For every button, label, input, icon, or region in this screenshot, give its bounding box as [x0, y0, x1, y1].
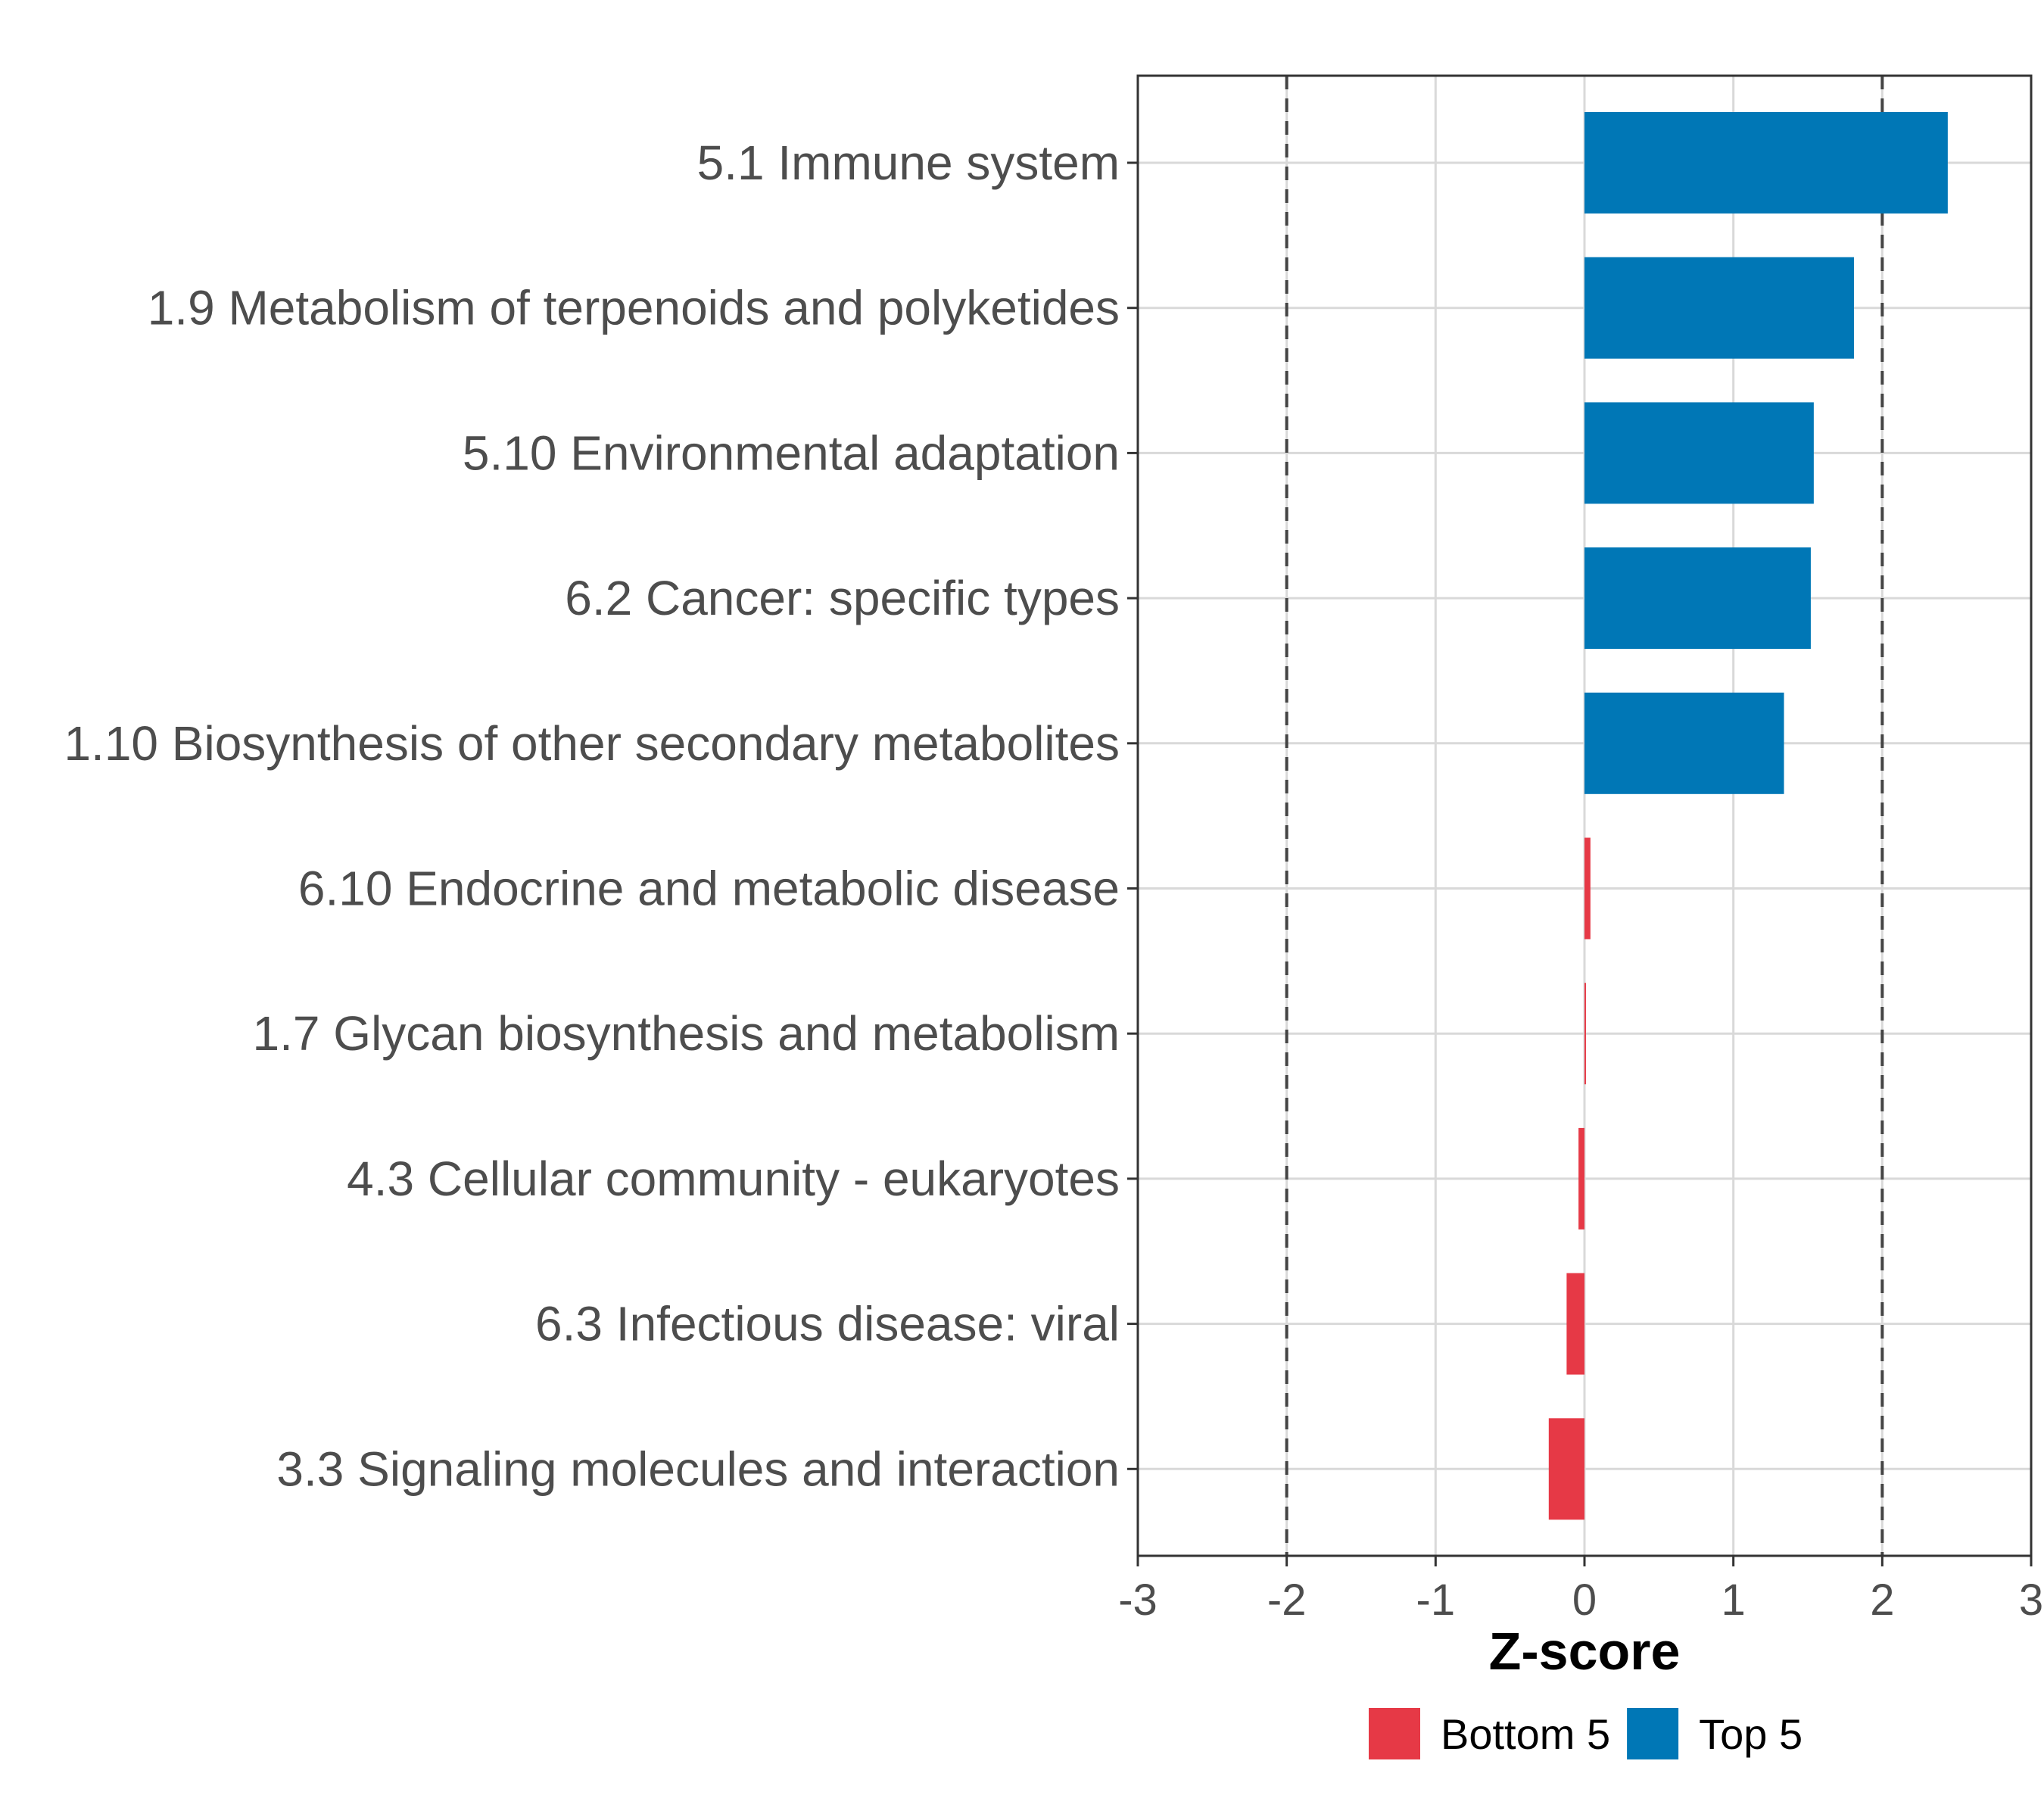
- category-label: 1.9 Metabolism of terpenoids and polyket…: [148, 281, 1120, 335]
- legend-label: Bottom 5: [1441, 1710, 1610, 1758]
- bar: [1548, 1418, 1584, 1520]
- bar: [1584, 547, 1811, 650]
- bar: [1584, 983, 1586, 1085]
- category-label: 1.10 Biosynthesis of other secondary met…: [64, 716, 1120, 771]
- x-tick-label: 2: [1870, 1575, 1894, 1625]
- category-label: 3.3 Signaling molecules and interaction: [276, 1441, 1120, 1496]
- legend-swatch: [1369, 1708, 1420, 1759]
- bar: [1584, 402, 1814, 504]
- bar: [1584, 112, 1948, 213]
- bar: [1578, 1127, 1584, 1230]
- x-tick-label: 1: [1722, 1575, 1746, 1625]
- x-tick-label: 3: [2019, 1575, 2043, 1625]
- x-tick-label: -2: [1267, 1575, 1307, 1625]
- category-label: 6.3 Infectious disease: viral: [535, 1297, 1120, 1351]
- legend-label: Top 5: [1699, 1710, 1803, 1758]
- reference-lines: [1285, 76, 1884, 1556]
- category-label: 5.1 Immune system: [697, 136, 1120, 190]
- legend-swatch: [1627, 1708, 1679, 1759]
- x-axis-title: Z-score: [1489, 1622, 1681, 1681]
- category-label: 5.10 Environmental adaptation: [463, 425, 1120, 480]
- category-label: 6.2 Cancer: specific types: [565, 571, 1120, 625]
- bar: [1566, 1273, 1584, 1375]
- category-label: 1.7 Glycan biosynthesis and metabolism: [253, 1006, 1120, 1061]
- bar: [1584, 692, 1784, 794]
- bar: [1584, 257, 1854, 359]
- x-axis: -3 -2 -1 0 1 2 3: [1118, 1556, 2043, 1625]
- bars: [1548, 112, 1948, 1520]
- x-tick-label: -1: [1416, 1575, 1456, 1625]
- category-label: 6.10 Endocrine and metabolic disease: [298, 862, 1120, 916]
- bar: [1584, 837, 1591, 940]
- category-label: 4.3 Cellular community - eukaryotes: [347, 1152, 1120, 1206]
- legend: Bottom 5 Top 5: [1369, 1708, 1803, 1759]
- x-tick-label: -3: [1118, 1575, 1158, 1625]
- x-tick-label: 0: [1572, 1575, 1597, 1625]
- y-axis: 5.1 Immune system 1.9 Metabolism of terpe…: [64, 136, 1138, 1496]
